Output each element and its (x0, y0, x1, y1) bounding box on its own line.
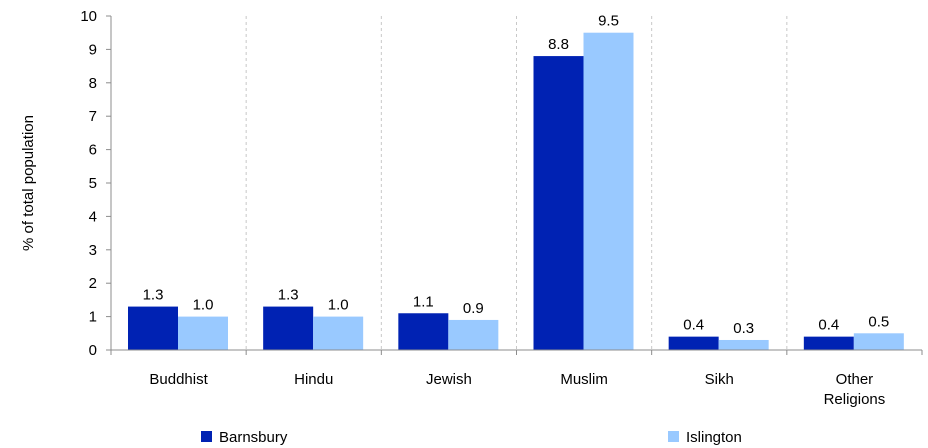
x-category-label: Jewish (426, 371, 472, 388)
bar-barnsbury-2 (263, 306, 314, 350)
y-tick-label: 6 (89, 142, 97, 159)
x-category-label: Hindu (294, 371, 333, 388)
x-category-label: Religions (824, 391, 886, 408)
x-category-label: Buddhist (149, 371, 208, 388)
y-axis: 0 1 2 3 4 5 6 7 8 9 10 (80, 8, 112, 359)
legend: Barnsbury Islington (201, 429, 742, 446)
y-tick-label: 0 (89, 342, 97, 359)
y-tick-label: 1 (89, 309, 97, 326)
bar-islington-5 (718, 339, 769, 350)
x-category-label: Muslim (560, 371, 608, 388)
bar-barnsbury-1 (128, 306, 178, 350)
bar-islington-4 (583, 32, 634, 350)
y-tick-label: 10 (80, 8, 97, 25)
data-label: 0.4 (683, 317, 704, 334)
bar-barnsbury-5 (668, 336, 719, 350)
legend-swatch-barnsbury (201, 431, 212, 442)
y-tick-label: 9 (89, 41, 97, 58)
data-label: 1.1 (413, 293, 434, 310)
data-label: 1.3 (278, 287, 299, 304)
data-label: 0.5 (868, 313, 889, 330)
y-tick-label: 2 (89, 275, 97, 292)
bar-islington-2 (313, 316, 364, 350)
bars (128, 32, 904, 351)
bar-barnsbury-6 (803, 336, 854, 350)
y-axis-title: % of total population (20, 115, 37, 251)
x-axis: Buddhist Hindu Jewish Muslim Sikh Other Religi… (110, 349, 923, 408)
y-tick-label: 4 (89, 208, 97, 225)
x-category-label: Other (836, 371, 874, 388)
data-label: 1.0 (328, 297, 349, 314)
legend-label-islington: Islington (686, 429, 742, 446)
data-label: 0.3 (733, 320, 754, 337)
data-label: 9.5 (598, 13, 619, 30)
data-label: 1.0 (193, 297, 214, 314)
y-tick-label: 7 (89, 108, 97, 125)
y-tick-label: 3 (89, 242, 97, 259)
legend-swatch-islington (668, 431, 679, 442)
data-label: 0.9 (463, 300, 484, 317)
bar-islington-6 (853, 333, 904, 350)
x-category-label: Sikh (705, 371, 734, 388)
data-label: 1.3 (143, 287, 164, 304)
data-label: 0.4 (818, 317, 839, 334)
y-tick-label: 8 (89, 75, 97, 92)
bar-barnsbury-3 (398, 313, 449, 350)
bar-barnsbury-4 (533, 56, 584, 351)
bar-islington-1 (178, 316, 228, 350)
y-tick-label: 5 (89, 175, 97, 192)
data-labels: 1.3 1.3 1.1 8.8 0.4 0.4 1.0 1.0 0.9 9.5 0.3 0.5 (143, 13, 890, 337)
bar-islington-3 (448, 319, 499, 350)
data-label: 8.8 (548, 36, 569, 53)
gridlines (245, 16, 788, 350)
legend-label-barnsbury: Barnsbury (219, 429, 288, 446)
